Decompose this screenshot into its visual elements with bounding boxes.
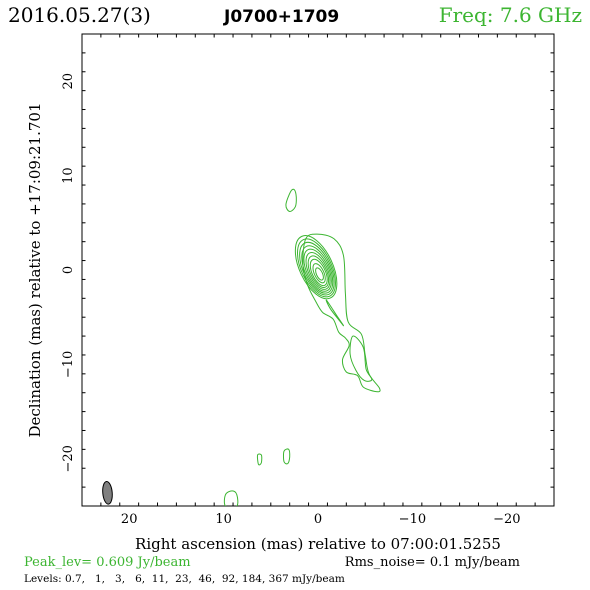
beam-ellipse [102, 480, 113, 505]
y-tick-label: −10 [61, 351, 76, 378]
rms-noise: Rms_noise= 0.1 mJy/beam [345, 555, 520, 570]
contour-jet-inner [349, 335, 373, 382]
x-tick-label: 20 [121, 512, 138, 527]
core-contour [296, 238, 336, 298]
y-tick-label: −20 [61, 445, 76, 472]
contour-edge-blob [223, 490, 239, 506]
x-tick-label: 10 [215, 512, 232, 527]
core-contour [315, 267, 324, 281]
core-contour [305, 252, 331, 290]
y-axis-label: Declination (mas) relative to +17:09:21.… [26, 102, 44, 437]
x-axis-label: Right ascension (mas) relative to 07:00:… [135, 535, 501, 553]
core-contour [303, 248, 332, 292]
x-tick-label: −20 [493, 512, 520, 527]
contour-jet-outer [302, 233, 381, 393]
contour-map [223, 188, 381, 506]
core-contour [309, 258, 328, 287]
frequency-label: Freq: 7.6 GHz [439, 3, 582, 27]
source-name: J0700+1709 [223, 7, 339, 27]
beam-shape [102, 480, 113, 505]
y-tick-label: 10 [61, 167, 76, 184]
contour-south-blob-2 [256, 453, 263, 466]
contour-jet-mid [325, 299, 345, 327]
y-tick-label: 20 [61, 73, 76, 90]
y-tick-label: 0 [61, 266, 76, 274]
observation-date: 2016.05.27(3) [8, 3, 151, 27]
core-contour [307, 255, 330, 288]
contour-levels: Levels: 0.7, 1, 3, 6, 11, 23, 46, 92, 18… [24, 573, 345, 585]
core-contour [312, 263, 326, 284]
tick-labels: 20 10 0 −10 −20 20 10 0 −10 −20 [61, 73, 521, 527]
core-contour [294, 235, 338, 300]
plot-frame [81, 33, 555, 507]
x-tick-label: 0 [314, 512, 322, 527]
core-contour [299, 241, 335, 296]
axis-ticks [81, 33, 555, 507]
peak-level: Peak_lev= 0.609 Jy/beam [24, 555, 191, 570]
core-contour [301, 245, 334, 294]
x-tick-label: −10 [399, 512, 426, 527]
contour-south-blob-1 [282, 448, 291, 465]
contour-north-blob [285, 188, 297, 213]
